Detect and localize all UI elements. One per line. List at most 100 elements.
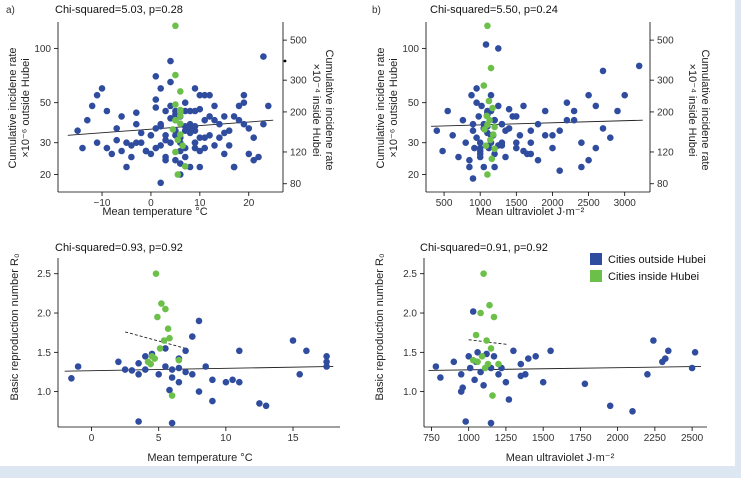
point-outside-a-96 — [152, 125, 160, 132]
point-inside-d-7 — [478, 353, 486, 360]
x-tick-label-d-1: 1000 — [458, 433, 481, 444]
point-outside-b-56 — [473, 99, 480, 106]
point-outside-c-7 — [142, 353, 149, 360]
point-outside-a-112 — [157, 142, 164, 149]
point-inside-a-11 — [179, 142, 186, 149]
x-tick-label-b-0: 500 — [436, 198, 453, 209]
point-outside-a-108 — [221, 150, 228, 158]
x-tick-label-d-7: 2500 — [681, 433, 704, 444]
point-outside-a-28 — [211, 102, 218, 110]
point-outside-c-41 — [166, 386, 173, 394]
point-outside-b-37 — [570, 116, 578, 124]
point-outside-a-11 — [128, 153, 135, 161]
x-axis-label-b: Mean ultraviolet J·m⁻² — [476, 206, 585, 218]
point-outside-a-72 — [162, 132, 169, 139]
point-outside-a-6 — [79, 144, 86, 152]
point-outside-c-33 — [296, 371, 304, 378]
point-outside-c-18 — [182, 347, 189, 355]
point-outside-b-32 — [534, 120, 542, 128]
point-outside-c-4 — [128, 367, 136, 374]
point-outside-b-2 — [444, 107, 452, 115]
x-axis-label-d: Mean ultraviolet J·m⁻² — [506, 452, 615, 464]
point-outside-b-7 — [466, 163, 473, 171]
point-outside-a-35 — [245, 125, 253, 132]
point-outside-d-20 — [505, 396, 513, 403]
right-axis-label-a-line1: Cumulative incidene rate — [323, 49, 335, 170]
y-tick-label-c-1: 1.5 — [37, 348, 51, 359]
point-outside-c-26 — [222, 378, 230, 386]
point-outside-a-65 — [245, 150, 253, 158]
point-outside-c-38 — [135, 371, 142, 378]
point-inside-b-0 — [484, 22, 491, 30]
point-inside-c-11 — [175, 356, 183, 364]
point-outside-d-11 — [477, 368, 484, 376]
point-inside-a-15 — [177, 108, 184, 116]
x-tick-label-b-3: 2000 — [541, 198, 564, 209]
point-inside-c-9 — [151, 355, 158, 362]
x-tick-label-d-4: 1750 — [569, 433, 592, 444]
point-outside-c-23 — [195, 388, 203, 395]
point-outside-c-5 — [135, 360, 142, 367]
y-tick-label-b-3: 100 — [402, 44, 419, 55]
point-outside-b-27 — [513, 144, 520, 152]
right-y-tick-label-b-1: 120 — [657, 147, 674, 158]
point-outside-a-26 — [201, 144, 208, 152]
point-outside-a-27 — [206, 132, 213, 139]
point-outside-a-95 — [250, 156, 257, 164]
x-axis-label-c: Mean temperature °C — [147, 452, 252, 464]
point-inside-b-8 — [481, 126, 488, 133]
point-outside-a-106 — [191, 144, 199, 152]
point-outside-a-7 — [108, 150, 116, 158]
point-outside-d-28 — [581, 380, 589, 388]
legend-swatch-inside — [590, 270, 602, 282]
point-outside-b-67 — [513, 139, 520, 146]
chart-d: Chi-squared=0.91, p=0.92 Mean ultraviole… — [374, 242, 707, 464]
point-outside-a-22 — [181, 153, 189, 161]
point-outside-b-43 — [614, 107, 621, 115]
point-outside-d-26 — [539, 378, 547, 386]
right-y-tick-label-b-3: 300 — [657, 76, 674, 87]
point-outside-b-73 — [578, 163, 585, 171]
point-outside-c-29 — [236, 347, 243, 355]
point-outside-d-21 — [510, 347, 517, 355]
point-outside-b-81 — [556, 167, 563, 174]
stat-text-c: Chi-squared=0.93, p=0.92 — [55, 242, 183, 254]
point-outside-c-17 — [175, 378, 183, 386]
x-tick-label-c-1: 5 — [156, 433, 162, 444]
x-tick-label-d-2: 1250 — [495, 433, 518, 444]
point-outside-d-40 — [517, 372, 525, 380]
panel-label-b: b) — [372, 5, 381, 16]
point-outside-a-94 — [240, 120, 248, 128]
legend-label-inside: Cities inside Hubei — [608, 271, 699, 283]
point-outside-a-114 — [177, 160, 184, 167]
x-tick-label-a-1: 0 — [148, 198, 154, 209]
point-outside-b-11 — [473, 134, 480, 141]
point-outside-b-75 — [469, 175, 477, 182]
y-axis-label-b-line1: Cumulative incidene rate — [375, 47, 387, 168]
point-outside-b-40 — [592, 102, 600, 110]
point-outside-b-41 — [599, 67, 607, 75]
point-outside-a-8 — [113, 136, 120, 144]
trend-line-c — [64, 366, 334, 372]
point-outside-b-89 — [502, 127, 509, 134]
point-inside-a-7 — [177, 120, 184, 127]
point-outside-b-35 — [556, 127, 563, 134]
point-outside-b-19 — [487, 91, 495, 99]
point-outside-c-34 — [303, 347, 310, 355]
x-tick-label-b-2: 1500 — [505, 198, 528, 209]
point-outside-d-29 — [606, 402, 614, 410]
point-outside-b-84 — [599, 125, 607, 132]
x-tick-label-c-2: 10 — [220, 433, 232, 444]
point-outside-b-9 — [469, 120, 477, 128]
point-outside-a-81 — [196, 134, 204, 141]
point-outside-a-60 — [201, 116, 208, 124]
point-outside-a-76 — [147, 150, 155, 158]
point-outside-a-30 — [221, 113, 228, 120]
point-outside-a-79 — [177, 147, 184, 155]
point-inside-a-8 — [169, 126, 177, 133]
point-outside-b-47 — [469, 127, 477, 134]
point-outside-c-12 — [162, 345, 169, 352]
point-outside-b-44 — [621, 91, 628, 99]
point-outside-b-68 — [520, 147, 527, 155]
point-outside-d-2 — [450, 358, 458, 366]
